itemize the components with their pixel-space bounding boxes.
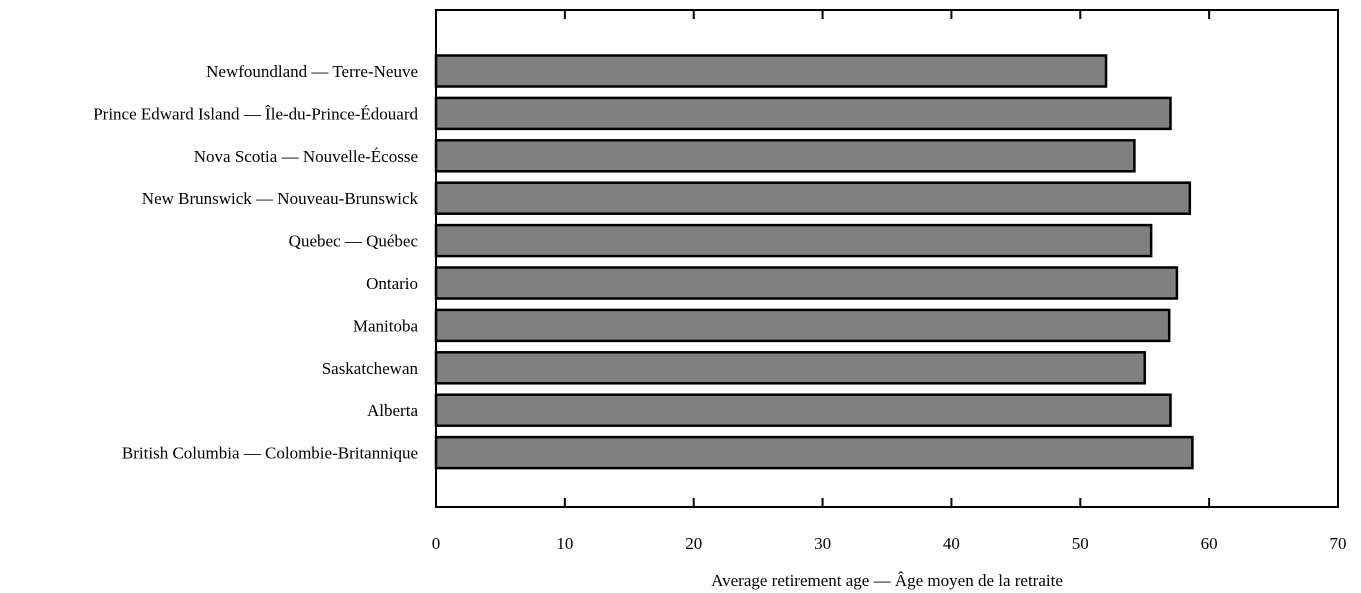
plot-frame bbox=[435, 9, 1339, 508]
bar bbox=[434, 223, 1153, 258]
category-label: Prince Edward Island — Île-du-Prince-Édo… bbox=[93, 104, 418, 123]
category-label: Newfoundland — Terre-Neuve bbox=[206, 62, 418, 81]
bar bbox=[434, 139, 1136, 173]
x-tick-label: 30 bbox=[814, 534, 831, 553]
bar bbox=[434, 266, 1179, 300]
bar bbox=[434, 435, 1194, 470]
x-tick-label: 50 bbox=[1072, 534, 1089, 553]
bar bbox=[434, 54, 1108, 88]
category-label: Nova Scotia — Nouvelle-Écosse bbox=[194, 147, 418, 166]
x-tick-label: 70 bbox=[1330, 534, 1347, 553]
category-label: Alberta bbox=[367, 401, 418, 420]
x-axis-ticks: 0 10 20 30 40 50 60 70 bbox=[432, 10, 1347, 553]
x-axis-title: Average retirement age — Âge moyen de la… bbox=[711, 571, 1063, 590]
bar bbox=[434, 393, 1172, 427]
bar bbox=[434, 181, 1192, 215]
category-label: Ontario bbox=[366, 274, 418, 293]
bar bbox=[434, 351, 1146, 385]
category-label: New Brunswick — Nouveau-Brunswick bbox=[142, 189, 419, 208]
category-labels: Newfoundland — Terre-Neuve Prince Edward … bbox=[93, 62, 418, 463]
category-label: British Columbia — Colombie-Britannique bbox=[122, 444, 418, 463]
x-tick-label: 10 bbox=[556, 534, 573, 553]
bar bbox=[434, 308, 1171, 343]
bars-layer bbox=[434, 54, 1194, 470]
x-tick-label: 60 bbox=[1201, 534, 1218, 553]
category-label: Quebec — Québec bbox=[289, 232, 419, 251]
x-tick-label: 20 bbox=[685, 534, 702, 553]
x-tick-label: 0 bbox=[432, 534, 441, 553]
bar bbox=[434, 96, 1172, 131]
category-label: Saskatchewan bbox=[322, 359, 419, 378]
x-tick-label: 40 bbox=[943, 534, 960, 553]
category-label: Manitoba bbox=[353, 316, 419, 335]
